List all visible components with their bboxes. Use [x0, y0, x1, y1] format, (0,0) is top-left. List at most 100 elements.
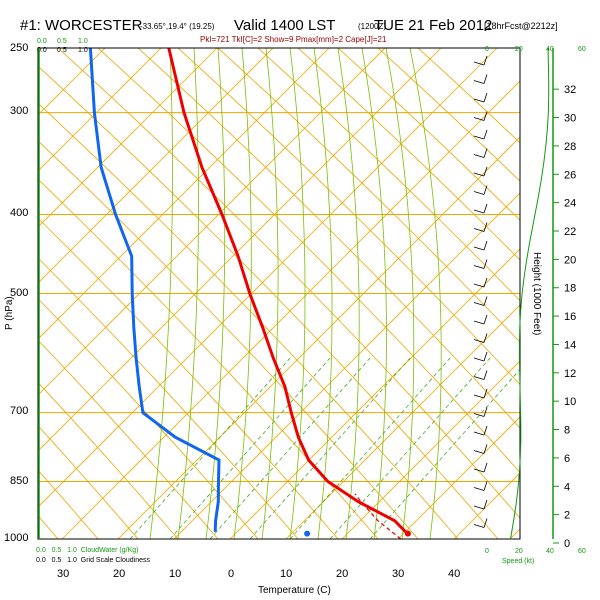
dewpoint-profile: [88, 48, 221, 532]
pressure-tick-label: 250: [10, 42, 28, 54]
moist-adiabat: [149, 48, 173, 539]
surface-temperature-marker: [404, 530, 411, 537]
wind-barb-staff: [473, 246, 485, 251]
plot-frame: [37, 47, 521, 540]
height-tick-label: 4: [564, 481, 570, 493]
dry-adiabat: [257, 48, 520, 302]
wind-barb-staff: [473, 228, 485, 232]
height-tick-label: 6: [564, 453, 570, 465]
height-tick-label: 0: [564, 538, 570, 550]
dry-adiabat: [38, 65, 499, 539]
wind-barb-staff: [473, 487, 485, 491]
wind-barb-staff: [473, 357, 485, 362]
wind-bottom-tick: 40: [546, 548, 554, 555]
wind-barb-flag: [483, 407, 488, 417]
dry-adiabat: [38, 102, 459, 539]
isotherm-line: [341, 360, 520, 539]
wind-barb-staff: [473, 191, 485, 195]
height-tick-label: 2: [564, 510, 570, 522]
moist-adiabat: [409, 48, 442, 539]
wind-barb-staff: [473, 135, 485, 140]
isotherm-line: [38, 48, 442, 452]
valid-time: Valid 1400 LST: [234, 17, 335, 34]
wind-barb-flag: [483, 203, 488, 214]
height-tick-label: 30: [564, 113, 576, 125]
cloudwater-legend: 0.0 0.5 1.0 CloudWater (g/Kg): [36, 547, 138, 554]
isotherm-line: [38, 48, 162, 172]
isotherm-line: [38, 48, 498, 508]
cloudiness-legend: 0.0 0.5 1.0 Grid Scale Cloudiness: [36, 557, 151, 564]
dry-adiabat: [38, 339, 219, 539]
parcel-profile: [354, 493, 402, 539]
height-tick-label: 24: [564, 198, 576, 210]
wind-barb-flag: [483, 166, 488, 177]
wind-barb-staff: [473, 394, 485, 399]
mixing-ratio-line: [129, 357, 291, 539]
wind-barb-staff: [473, 61, 485, 66]
dry-adiabat: [177, 48, 520, 386]
wind-barb-flag: [483, 518, 488, 528]
wind-barb-flag: [483, 351, 488, 362]
dry-adiabat: [297, 48, 520, 261]
mixing-ratio-line: [289, 357, 451, 539]
temperature-tick-label: 40: [448, 568, 460, 580]
wind-barb-flag: [483, 277, 488, 288]
wind-barb-flag: [483, 222, 488, 232]
mixing-ratio-line: [209, 357, 371, 539]
temperature-tick-label: 30: [57, 568, 69, 580]
isotherm-line: [117, 136, 520, 539]
wind-bottom-tick: 20: [515, 548, 523, 555]
temperature-axis: 30 20 10 0 10 20 30 40 Temperature (C): [57, 568, 460, 596]
wind-barb-staff: [473, 450, 485, 454]
temperature-profile: [167, 48, 407, 533]
station-title: #1: WORCESTER: [20, 17, 143, 34]
pressure-tick-label: 700: [10, 405, 28, 417]
height-tick-label: 26: [564, 169, 576, 181]
wind-barb-staff: [473, 80, 485, 84]
wind-barb-staff: [473, 524, 485, 528]
dry-adiabat: [38, 425, 139, 539]
wind-barb-staff: [473, 283, 485, 288]
height-tick-label: 12: [564, 368, 576, 380]
top-black-tick: 0.0: [37, 47, 47, 54]
wind-barb-flag: [483, 129, 488, 140]
forecast-hour: [18hrFcst@2212z]: [484, 21, 558, 31]
stability-indices: PkI=721 TkI[C]=2 Show=9 Pmax[mm]=2 Cape[…: [200, 35, 387, 44]
wind-speed-profile: [510, 47, 550, 540]
surface-dewpoint-marker: [304, 530, 311, 537]
wind-top-tick: 40: [546, 46, 554, 53]
isotherm-line: [397, 416, 520, 539]
wind-barb-staff: [473, 265, 485, 269]
mixing-ratio-line: [369, 368, 520, 539]
wind-barb-staff: [473, 117, 485, 121]
wind-bottom-tick: 0: [485, 548, 489, 555]
wind-barb-flag: [483, 444, 488, 454]
pressure-tick-label: 400: [10, 207, 28, 219]
isotherm-line: [229, 248, 520, 539]
wind-barb-flag: [483, 55, 488, 66]
wind-barb-staff: [473, 431, 485, 436]
temperature-tick-label: 20: [336, 568, 348, 580]
mixing-ratio-line: [169, 357, 331, 539]
height-tick-label: 32: [564, 84, 576, 96]
wind-barb-flag: [483, 240, 488, 251]
wind-barbs: [473, 47, 550, 540]
temperature-tick-label: 0: [228, 568, 234, 580]
wind-top-tick: 60: [578, 46, 586, 53]
wind-top-tick: 20: [515, 46, 523, 53]
top-black-tick: 1.0: [78, 47, 88, 54]
height-tick-label: 10: [564, 396, 576, 408]
station-coords: -33.65°,19.4° (19.25): [140, 22, 215, 31]
temperature-tick-label: 20: [113, 568, 125, 580]
pressure-tick-label: 1000: [4, 532, 28, 544]
top-green-tick: 0.0: [37, 38, 47, 45]
wind-barb-staff: [473, 172, 485, 177]
dry-adiabat: [217, 48, 520, 343]
top-green-tick: 1.0: [78, 38, 88, 45]
wind-bottom-tick: 60: [578, 548, 586, 555]
wind-barb-staff: [473, 209, 485, 214]
pressure-tick-label: 500: [10, 287, 28, 299]
pressure-tick-label: 850: [10, 475, 28, 487]
isotherm-line: [61, 80, 520, 539]
isotherm-line: [38, 48, 386, 396]
